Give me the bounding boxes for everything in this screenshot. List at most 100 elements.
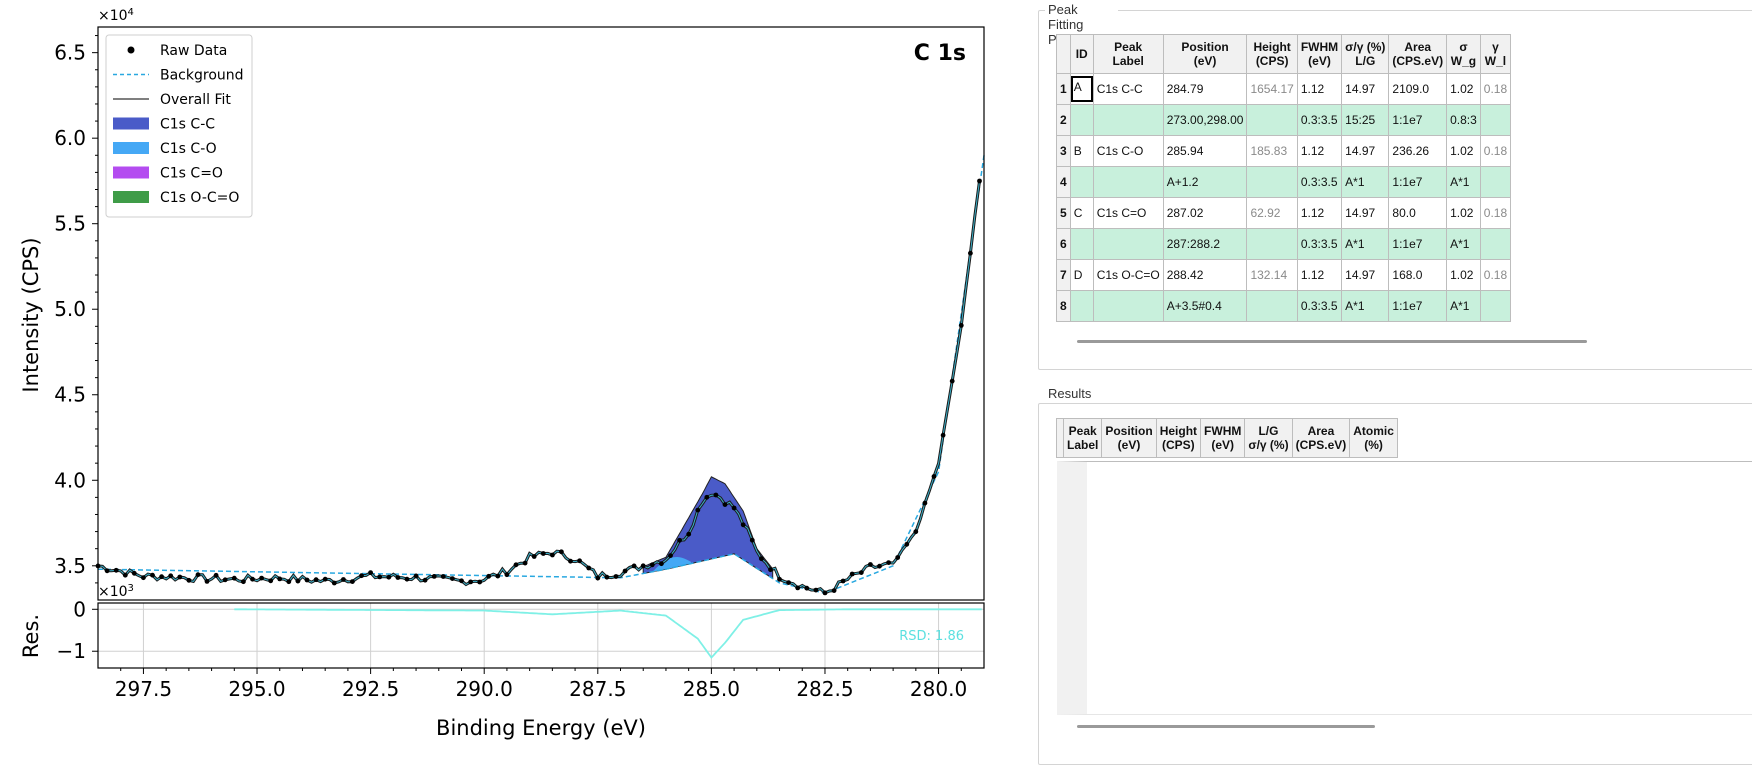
peak-fitting-cell-wg[interactable]: 1.02	[1446, 197, 1481, 229]
peak-fitting-cell-id[interactable]: D	[1069, 259, 1094, 291]
peak-fitting-cell-wl[interactable]: 0.18	[1479, 197, 1512, 229]
peak-fitting-cell-wg[interactable]: A*1	[1446, 228, 1481, 260]
peak-fitting-column-header[interactable]: γ W_l	[1479, 34, 1512, 74]
peak-fitting-cell-height[interactable]	[1246, 104, 1298, 136]
peak-fitting-cell-height[interactable]	[1246, 290, 1298, 322]
peak-fitting-cell-id[interactable]	[1069, 166, 1094, 198]
peak-fitting-cell-area[interactable]: 1:1e7	[1388, 290, 1448, 322]
peak-fitting-cell-height[interactable]: 132.14	[1246, 259, 1298, 291]
raw-data-point	[431, 574, 437, 579]
peak-fitting-cell-position[interactable]: 273.00,298.00	[1162, 104, 1248, 136]
results-column-header[interactable]: Atomic (%)	[1349, 418, 1398, 458]
peak-fitting-cell-fwhm[interactable]: 1.12	[1296, 135, 1343, 167]
peak-fitting-cell-fwhm[interactable]: 0.3:3.5	[1296, 228, 1343, 260]
peak-fitting-cell-label[interactable]	[1092, 228, 1164, 260]
peak-fitting-cell-area[interactable]: 1:1e7	[1388, 166, 1448, 198]
peak-fitting-cell-label[interactable]: C1s O-C=O	[1092, 259, 1164, 291]
peak-fitting-cell-area[interactable]: 80.0	[1388, 197, 1448, 229]
peak-fitting-cell-position[interactable]: 287.02	[1162, 197, 1248, 229]
peak-fitting-cell-area[interactable]: 1:1e7	[1388, 228, 1448, 260]
peak-fitting-cell-position[interactable]: 288.42	[1162, 259, 1248, 291]
peak-fitting-cell-area[interactable]: 168.0	[1388, 259, 1448, 291]
peak-fitting-cell-wg[interactable]: 1.02	[1446, 135, 1481, 167]
peak-fitting-cell-wl[interactable]	[1479, 166, 1512, 198]
peak-fitting-cell-fwhm[interactable]: 0.3:3.5	[1296, 166, 1343, 198]
row-number[interactable]: 5	[1056, 197, 1071, 229]
peak-fitting-cell-lg[interactable]: 14.97	[1341, 197, 1390, 229]
peak-fitting-cell-wl[interactable]	[1479, 290, 1512, 322]
peak-fitting-column-header[interactable]: Height (CPS)	[1246, 34, 1298, 74]
peak-fitting-column-header[interactable]: FWHM (eV)	[1296, 34, 1343, 74]
row-number[interactable]: 4	[1056, 166, 1071, 198]
results-column-header[interactable]: L/G σ/γ (%)	[1244, 418, 1293, 458]
peak-fitting-cell-wg[interactable]: A*1	[1446, 290, 1481, 322]
peak-fitting-cell-id[interactable]	[1069, 228, 1094, 260]
peak-fitting-column-header[interactable]: ID	[1069, 34, 1094, 74]
peak-fitting-cell-lg[interactable]: A*1	[1341, 290, 1390, 322]
results-column-header[interactable]: Height (CPS)	[1155, 418, 1202, 458]
row-number[interactable]: 8	[1056, 290, 1071, 322]
results-column-header[interactable]: Peak Label	[1062, 418, 1103, 458]
peak-fitting-cell-id[interactable]: B	[1069, 135, 1094, 167]
peak-fitting-cell-lg[interactable]: A*1	[1341, 166, 1390, 198]
peak-fitting-cell-wg[interactable]: 1.02	[1446, 73, 1481, 105]
peak-fitting-cell-fwhm[interactable]: 1.12	[1296, 197, 1343, 229]
peak-fitting-cell-label[interactable]: C1s C=O	[1092, 197, 1164, 229]
row-number[interactable]: 7	[1056, 259, 1071, 291]
results-column-header[interactable]: FWHM (eV)	[1200, 418, 1246, 458]
peak-fitting-cell-position[interactable]: 285.94	[1162, 135, 1248, 167]
peak-fitting-cell-fwhm[interactable]: 1.12	[1296, 73, 1343, 105]
peak-fitting-cell-position[interactable]: A+3.5#0.4	[1162, 290, 1248, 322]
peak-fitting-cell-height[interactable]	[1246, 228, 1298, 260]
peak-fitting-cell-area[interactable]: 1:1e7	[1388, 104, 1448, 136]
row-number[interactable]: 1	[1056, 73, 1071, 105]
results-hscrollbar[interactable]	[1077, 725, 1375, 728]
peak-fitting-cell-id[interactable]: A	[1069, 73, 1094, 105]
peak-fitting-cell-id[interactable]	[1069, 104, 1094, 136]
peak-fitting-cell-wl[interactable]	[1479, 228, 1512, 260]
peak-fitting-cell-height[interactable]: 185.83	[1246, 135, 1298, 167]
y-multiplier-exponent: 4	[128, 7, 134, 18]
row-number[interactable]: 2	[1056, 104, 1071, 136]
peak-fitting-cell-fwhm[interactable]: 0.3:3.5	[1296, 104, 1343, 136]
peak-fitting-column-header[interactable]: Position (eV)	[1162, 34, 1248, 74]
peak-fitting-column-header[interactable]: σ/γ (%) L/G	[1341, 34, 1390, 74]
peak-fitting-cell-label[interactable]: C1s C-C	[1092, 73, 1164, 105]
peak-fitting-cell-height[interactable]	[1246, 166, 1298, 198]
peak-fitting-cell-lg[interactable]: 14.97	[1341, 73, 1390, 105]
peak-fitting-cell-id[interactable]	[1069, 290, 1094, 322]
peak-fitting-cell-wg[interactable]: A*1	[1446, 166, 1481, 198]
peak-fitting-cell-position[interactable]: A+1.2	[1162, 166, 1248, 198]
peak-fitting-cell-lg[interactable]: 15:25	[1341, 104, 1390, 136]
results-column-header[interactable]: Area (CPS.eV)	[1291, 418, 1351, 458]
peak-fitting-cell-area[interactable]: 2109.0	[1388, 73, 1448, 105]
peak-fitting-cell-wg[interactable]: 1.02	[1446, 259, 1481, 291]
peak-fitting-cell-wg[interactable]: 0.8:3	[1446, 104, 1481, 136]
peak-fitting-column-header[interactable]: σ W_g	[1446, 34, 1481, 74]
peak-fitting-cell-lg[interactable]: 14.97	[1341, 135, 1390, 167]
peak-fitting-cell-id[interactable]: C	[1069, 197, 1094, 229]
peak-fitting-cell-label[interactable]	[1092, 290, 1164, 322]
row-number[interactable]: 6	[1056, 228, 1071, 260]
peak-fitting-cell-lg[interactable]: 14.97	[1341, 259, 1390, 291]
peak-fitting-column-header[interactable]: Area (CPS.eV)	[1388, 34, 1448, 74]
peak-fitting-hscrollbar[interactable]	[1077, 340, 1587, 343]
peak-fitting-column-header[interactable]: Peak Label	[1092, 34, 1164, 74]
peak-fitting-cell-height[interactable]: 1654.17	[1246, 73, 1298, 105]
peak-fitting-cell-fwhm[interactable]: 0.3:3.5	[1296, 290, 1343, 322]
peak-fitting-cell-wl[interactable]: 0.18	[1479, 259, 1512, 291]
row-number[interactable]: 3	[1056, 135, 1071, 167]
peak-fitting-cell-label[interactable]: C1s C-O	[1092, 135, 1164, 167]
peak-fitting-cell-wl[interactable]: 0.18	[1479, 135, 1512, 167]
peak-fitting-cell-label[interactable]	[1092, 104, 1164, 136]
peak-fitting-cell-lg[interactable]: A*1	[1341, 228, 1390, 260]
peak-fitting-cell-fwhm[interactable]: 1.12	[1296, 259, 1343, 291]
peak-fitting-cell-height[interactable]: 62.92	[1246, 197, 1298, 229]
peak-fitting-cell-area[interactable]: 236.26	[1388, 135, 1448, 167]
peak-fitting-cell-label[interactable]	[1092, 166, 1164, 198]
peak-fitting-cell-wl[interactable]: 0.18	[1479, 73, 1512, 105]
results-column-header[interactable]: Position (eV)	[1101, 418, 1157, 458]
peak-fitting-cell-position[interactable]: 284.79	[1162, 73, 1248, 105]
peak-fitting-cell-position[interactable]: 287:288.2	[1162, 228, 1248, 260]
peak-fitting-cell-wl[interactable]	[1479, 104, 1512, 136]
